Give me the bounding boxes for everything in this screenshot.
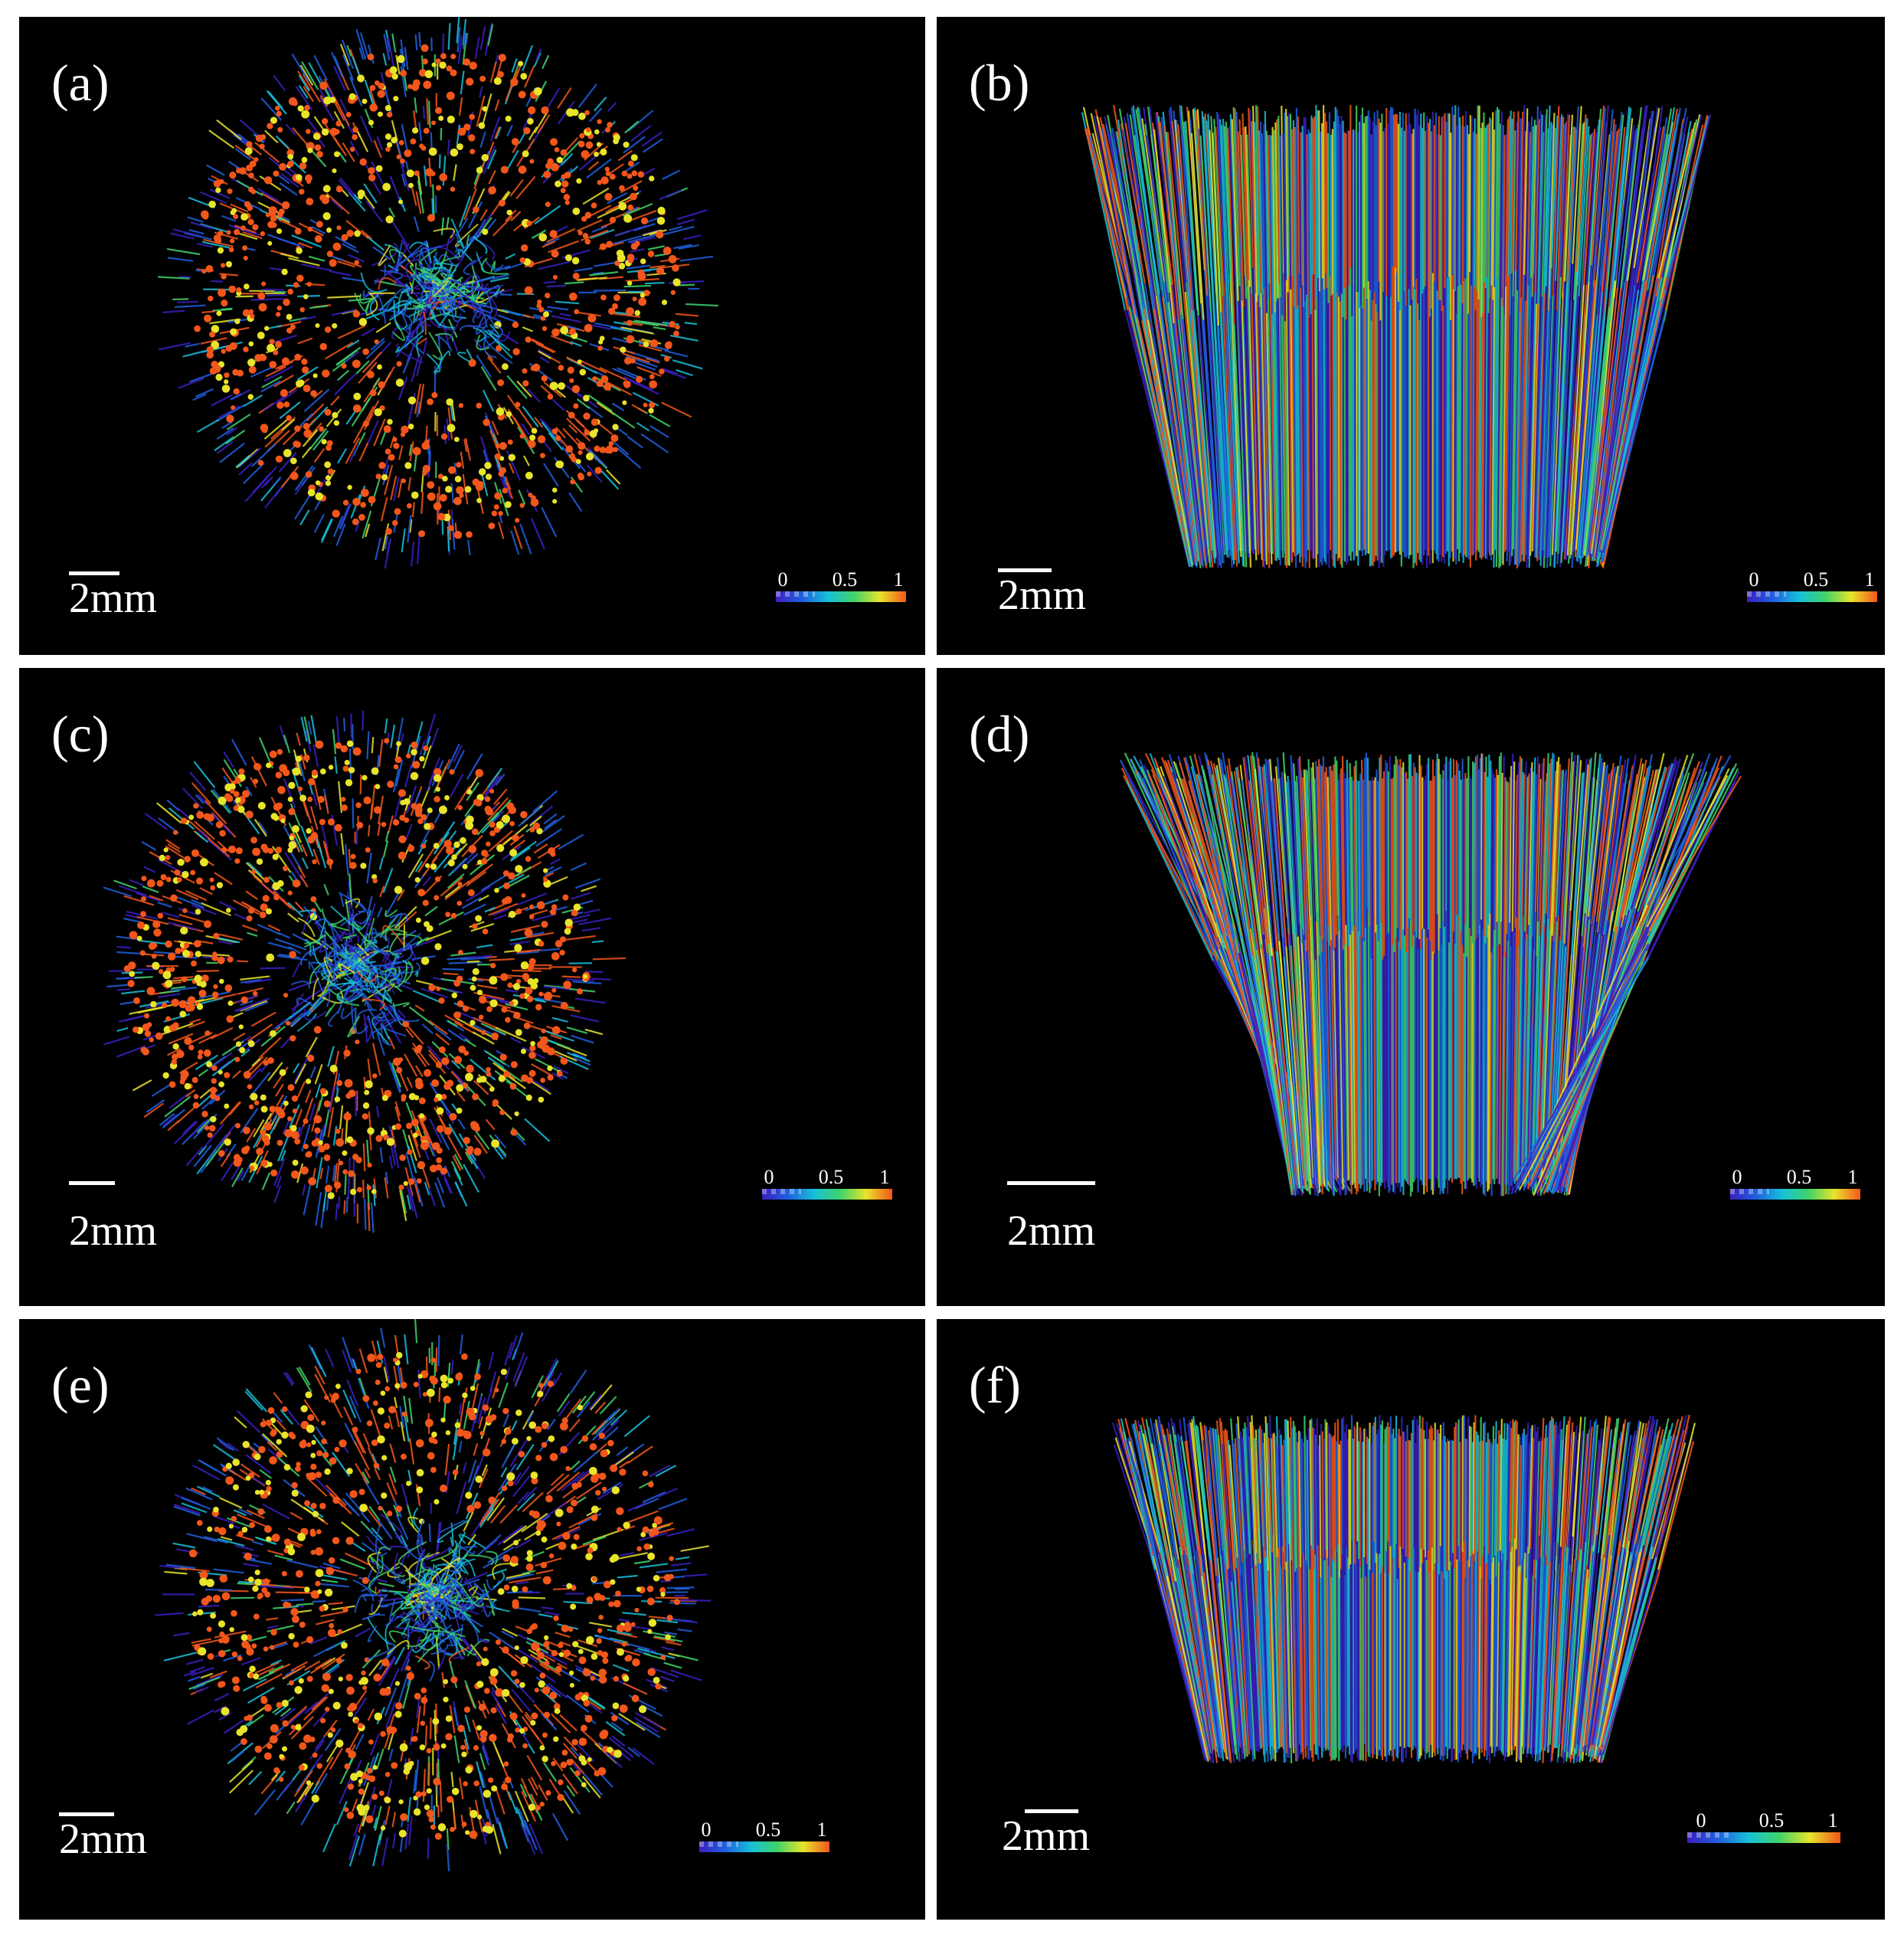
colorbar-mid-d: 0.5 bbox=[1786, 1166, 1812, 1188]
scale-bar-label-f: 2mm bbox=[1002, 1812, 1091, 1860]
colorbar-max-f: 1 bbox=[1827, 1809, 1838, 1832]
colorbar-max-e: 1 bbox=[816, 1819, 827, 1841]
scale-bar-label-d: 2mm bbox=[1007, 1207, 1096, 1255]
scale-bar-c: 2mm bbox=[69, 1181, 157, 1252]
scale-bar-a: 2mm bbox=[69, 571, 157, 620]
panel-label-a: (a) bbox=[51, 54, 110, 112]
colorbar-mid-f: 0.5 bbox=[1758, 1809, 1785, 1832]
panel-label-f: (f) bbox=[969, 1356, 1021, 1414]
panel-a: (a) 2mm 0 0.5 1 bbox=[19, 17, 925, 655]
colorbar-min-c: 0 bbox=[764, 1166, 774, 1188]
panel-b: (b) 2mm 0 0.5 1 bbox=[937, 17, 1885, 655]
panel-c: (c) 2mm 0 0.5 1 bbox=[19, 668, 925, 1306]
panel-f: (f) 2mm 0 0.5 1 bbox=[937, 1319, 1885, 1920]
colorbar-mid-c: 0.5 bbox=[818, 1166, 844, 1188]
colorbar-mid-a: 0.5 bbox=[832, 568, 858, 591]
colorbar-min-e: 0 bbox=[701, 1819, 712, 1841]
colorbar-min-f: 0 bbox=[1696, 1809, 1706, 1832]
colorbar-mid-b: 0.5 bbox=[1803, 568, 1829, 591]
panel-label-d: (d) bbox=[969, 705, 1030, 763]
colorbar-max-b: 1 bbox=[1864, 568, 1875, 591]
colorbar-d: 0 0.5 1 bbox=[1730, 1166, 1860, 1200]
colorbar-max-c: 1 bbox=[879, 1166, 890, 1188]
scale-bar-b: 2mm bbox=[998, 568, 1086, 617]
panel-label-c: (c) bbox=[51, 705, 110, 763]
colorbar-max-a: 1 bbox=[893, 568, 904, 591]
colorbar-max-d: 1 bbox=[1847, 1166, 1858, 1188]
scale-bar-label-c: 2mm bbox=[69, 1207, 158, 1255]
colorbar-min-d: 0 bbox=[1732, 1166, 1742, 1188]
panel-e: (e) 2mm 0 0.5 1 bbox=[19, 1319, 925, 1920]
colorbar-f: 0 0.5 1 bbox=[1687, 1809, 1840, 1843]
colorbar-gradient-b bbox=[1747, 591, 1877, 602]
scale-bar-d: 2mm bbox=[1007, 1181, 1095, 1252]
colorbar-c: 0 0.5 1 bbox=[762, 1166, 892, 1200]
scale-bar-f: 2mm bbox=[1002, 1809, 1090, 1858]
colorbar-gradient-d bbox=[1730, 1189, 1860, 1200]
scale-bar-label-b: 2mm bbox=[998, 571, 1087, 619]
fiber-render-c bbox=[103, 710, 626, 1233]
colorbar-min-a: 0 bbox=[777, 568, 788, 591]
colorbar-e: 0 0.5 1 bbox=[699, 1819, 829, 1852]
panel-label-e: (e) bbox=[51, 1356, 110, 1414]
colorbar-gradient-f bbox=[1687, 1832, 1840, 1843]
fiber-render-d bbox=[1120, 751, 1742, 1197]
fiber-render-a bbox=[157, 17, 718, 569]
fiber-render-f bbox=[1111, 1414, 1696, 1764]
colorbar-gradient-c bbox=[762, 1189, 892, 1200]
colorbar-gradient-e bbox=[699, 1841, 829, 1852]
colorbar-min-b: 0 bbox=[1749, 568, 1759, 591]
colorbar-b: 0 0.5 1 bbox=[1747, 568, 1877, 602]
scale-bar-label-e: 2mm bbox=[59, 1815, 148, 1863]
panel-d: (d) 2mm 0 0.5 1 bbox=[937, 668, 1885, 1306]
scale-bar-label-a: 2mm bbox=[69, 575, 158, 622]
colorbar-gradient-a bbox=[776, 591, 906, 602]
colorbar-mid-e: 0.5 bbox=[755, 1819, 781, 1841]
fiber-render-e bbox=[155, 1319, 712, 1871]
panel-label-b: (b) bbox=[969, 54, 1030, 112]
scale-bar-e: 2mm bbox=[59, 1812, 147, 1861]
colorbar-a: 0 0.5 1 bbox=[776, 568, 906, 602]
fiber-render-b bbox=[1081, 105, 1712, 569]
